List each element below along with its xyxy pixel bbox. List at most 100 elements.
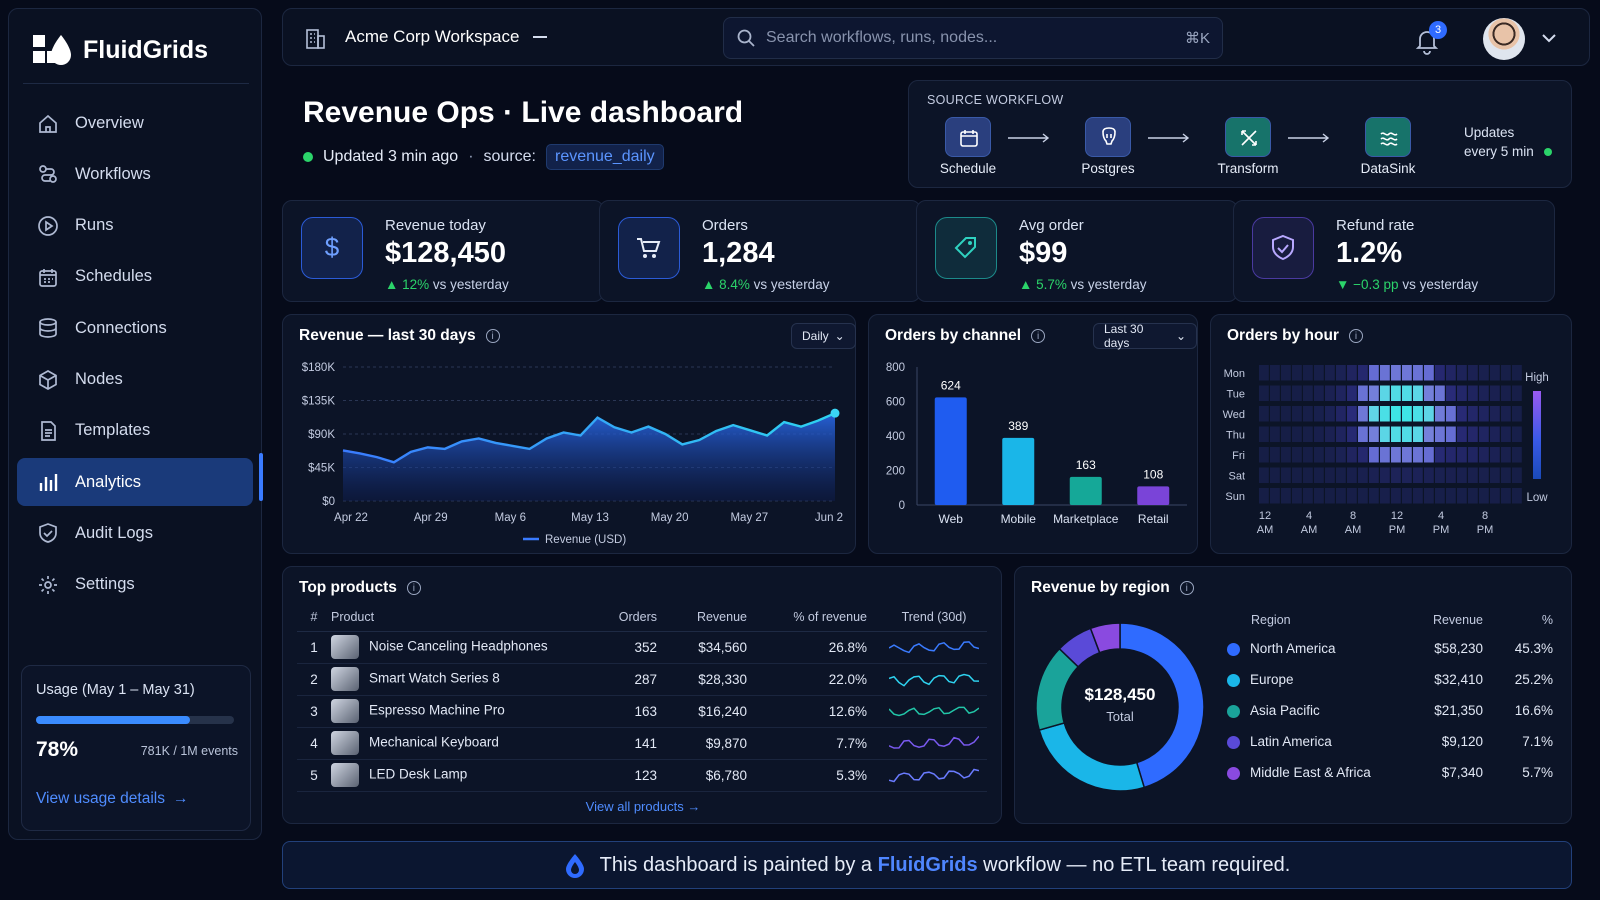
live-status-dot (303, 152, 313, 162)
heatmap-cell (1457, 426, 1467, 442)
sparkline-path (889, 706, 979, 716)
kpi-card-avg-order[interactable]: Avg order $99 ▲ 5.7% vs yesterday (916, 200, 1238, 302)
heatmap-day-label: Tue (1226, 389, 1245, 401)
search-box[interactable]: ⌘K (723, 17, 1223, 59)
heatmap-cell (1501, 406, 1511, 422)
kpi-label: Revenue today (385, 217, 486, 234)
heatmap-cell (1270, 406, 1280, 422)
region-color-dot (1227, 704, 1240, 718)
database-icon (39, 318, 57, 339)
workflow-step-transform[interactable] (1225, 117, 1271, 157)
kpi-card-refund-rate[interactable]: Refund rate 1.2% ▼ −0.3 pp vs yesterday (1233, 200, 1555, 302)
search-input[interactable] (766, 29, 1175, 47)
products-title: Top products (299, 579, 397, 596)
region-row[interactable]: Middle East & Africa $7,340 5.7% (1227, 757, 1553, 788)
heatmap-hour-label: 4 (1438, 510, 1444, 522)
workflow-step-schedule[interactable] (945, 117, 991, 157)
source-badge[interactable]: revenue_daily (546, 144, 664, 170)
sidebar-item-analytics[interactable]: Analytics (17, 458, 253, 507)
workflow-step-label: Transform (1217, 161, 1279, 176)
product-orders: 352 (571, 631, 671, 664)
region-color-dot (1227, 673, 1240, 687)
usage-card: Usage (May 1 – May 31) 78% 781K / 1M eve… (21, 665, 251, 831)
heatmap-cell (1446, 406, 1456, 422)
view-all-products-link[interactable]: View all products → (283, 799, 1003, 814)
kpi-card-orders[interactable]: Orders 1,284 ▲ 8.4% vs yesterday (599, 200, 921, 302)
heatmap-cell (1512, 488, 1522, 504)
bar-mobile[interactable] (1002, 437, 1035, 505)
view-usage-link[interactable]: View usage details → (36, 790, 188, 808)
chevron-down-icon: ⌄ (834, 329, 845, 343)
update-line-2: every 5 min (1464, 144, 1534, 159)
kpi-card-revenue-today[interactable]: $ Revenue today $128,450 ▲ 12% vs yesterday (282, 200, 604, 302)
heatmap-cell (1468, 426, 1478, 442)
heatmap-cell (1270, 385, 1280, 401)
donut-slice-north-america[interactable] (1119, 622, 1205, 789)
info-icon[interactable]: i (406, 581, 421, 595)
info-icon[interactable]: i (1031, 329, 1046, 343)
period-dropdown[interactable]: Last 30 days ⌄ (1093, 322, 1197, 350)
table-row[interactable]: 2 Smart Watch Series 8 287 $28,330 22.0% (297, 663, 987, 696)
revenue-area-chart: $180K $135K $90K $45K $0 Apr 22 Apr 29 May 6 May… (302, 362, 843, 546)
sidebar-item-audit-logs[interactable]: Audit Logs (17, 509, 253, 557)
product-revenue: $28,330 (671, 663, 761, 696)
notifications-button[interactable]: 3 (1413, 21, 1447, 57)
bar-marketplace[interactable] (1069, 476, 1102, 505)
workspace-switcher[interactable]: Acme Corp Workspace (345, 27, 548, 47)
region-row[interactable]: North America $58,230 45.3% (1227, 633, 1553, 664)
top-bar: Acme Corp Workspace ⌘K 3 (282, 8, 1590, 66)
bar-value-label: 389 (1008, 419, 1028, 433)
heatmap-cell (1446, 385, 1456, 401)
bar-retail[interactable] (1137, 486, 1170, 505)
sidebar-item-schedules[interactable]: Schedules (17, 253, 253, 301)
kpi-delta: ▲ 8.4% vs yesterday (702, 277, 829, 292)
sidebar-item-connections[interactable]: Connections (17, 304, 253, 352)
heatmap-cell (1424, 385, 1434, 401)
workflow-step-postgres[interactable] (1085, 117, 1131, 157)
heatmap-cell (1501, 467, 1511, 483)
info-icon[interactable]: i (1348, 329, 1363, 343)
chevron-down-icon[interactable] (1541, 31, 1557, 45)
avatar[interactable] (1483, 18, 1525, 60)
region-revenue: $21,350 (1434, 703, 1483, 718)
table-row[interactable]: 5 LED Desk Lamp 123 $6,780 5.3% (297, 759, 987, 792)
table-row[interactable]: 1 Noise Canceling Headphones 352 $34,560 26.… (297, 631, 987, 664)
y-tick-label: $45K (308, 463, 335, 475)
sidebar-item-nodes[interactable]: Nodes (17, 356, 253, 404)
logo[interactable]: FluidGrids (31, 31, 208, 69)
region-row[interactable]: Europe $32,410 25.2% (1227, 664, 1553, 695)
sidebar-item-label: Nodes (75, 370, 123, 388)
sidebar-item-runs[interactable]: Runs (17, 202, 253, 250)
heatmap-cell (1402, 426, 1412, 442)
banner-suffix: workflow — no ETL team required. (983, 853, 1291, 876)
revenue-point[interactable] (830, 408, 840, 418)
sidebar-item-settings[interactable]: Settings (17, 561, 253, 609)
region-name: Middle East & Africa (1250, 765, 1371, 780)
sidebar-item-workflows[interactable]: Workflows (17, 150, 253, 198)
info-icon[interactable]: i (485, 329, 500, 343)
view-usage-label: View usage details (36, 790, 165, 807)
table-row[interactable]: 3 Espresso Machine Pro 163 $16,240 12.6% (297, 695, 987, 728)
info-icon[interactable]: i (1179, 581, 1194, 595)
sidebar-item-overview[interactable]: Overview (17, 99, 253, 147)
revenue-chart-card: Revenue — last 30 days i Daily ⌄ $180K $13… (282, 314, 856, 554)
kpi-value: 1.2% (1336, 237, 1403, 269)
workflow-step-datasink[interactable] (1365, 117, 1411, 157)
granularity-dropdown[interactable]: Daily ⌄ (791, 323, 856, 349)
donut-slice-middle-east-africa[interactable] (1089, 622, 1121, 654)
heatmap-cell (1259, 447, 1269, 463)
kpi-delta: ▲ 5.7% vs yesterday (1019, 277, 1146, 292)
region-cell: Europe (1227, 664, 1387, 695)
region-row[interactable]: Latin America $9,120 7.1% (1227, 726, 1553, 757)
workflow-update-info: Updates every 5 min (1464, 123, 1552, 161)
heatmap-hour-period: AM (1345, 524, 1362, 536)
region-row[interactable]: Asia Pacific $21,350 16.6% (1227, 695, 1553, 726)
donut-slice-europe[interactable] (1038, 722, 1146, 792)
workflow-title: SOURCE WORKFLOW (927, 93, 1064, 107)
table-row[interactable]: 4 Mechanical Keyboard 141 $9,870 7.7% (297, 727, 987, 760)
heatmap-cell (1369, 447, 1379, 463)
bar-web[interactable] (934, 397, 967, 505)
product-name: Noise Canceling Headphones (369, 638, 548, 654)
heatmap-cell (1501, 385, 1511, 401)
sidebar-item-templates[interactable]: Templates (17, 407, 253, 455)
